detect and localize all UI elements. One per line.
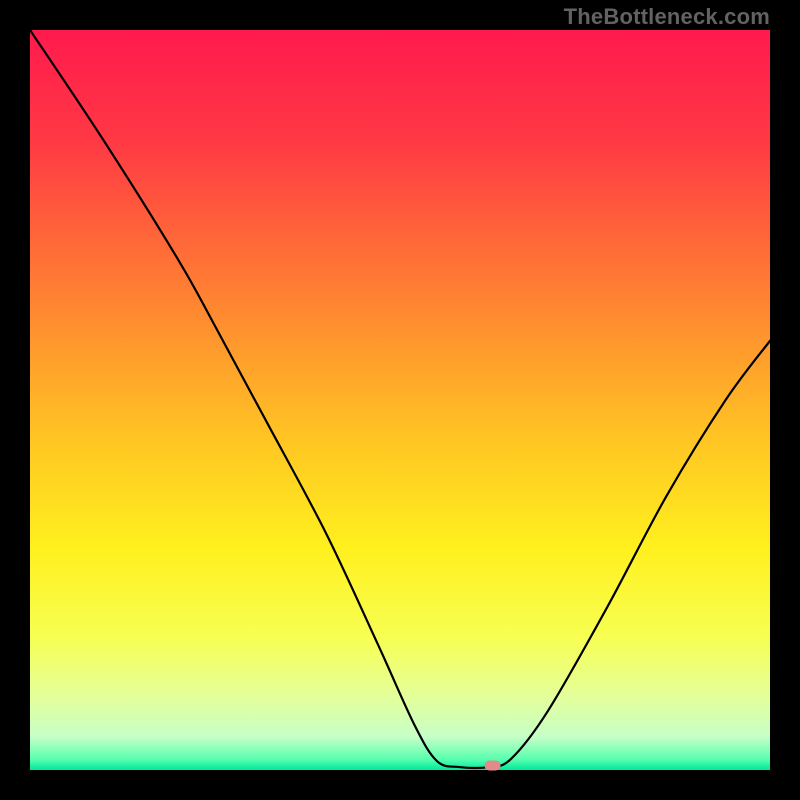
watermark-text: TheBottleneck.com	[564, 4, 770, 30]
optimal-marker	[485, 761, 501, 771]
frame-right	[770, 0, 800, 800]
frame-left	[0, 0, 30, 800]
bottleneck-chart	[0, 0, 800, 800]
frame-bottom	[0, 770, 800, 800]
chart-container: TheBottleneck.com	[0, 0, 800, 800]
plot-background	[30, 30, 770, 770]
